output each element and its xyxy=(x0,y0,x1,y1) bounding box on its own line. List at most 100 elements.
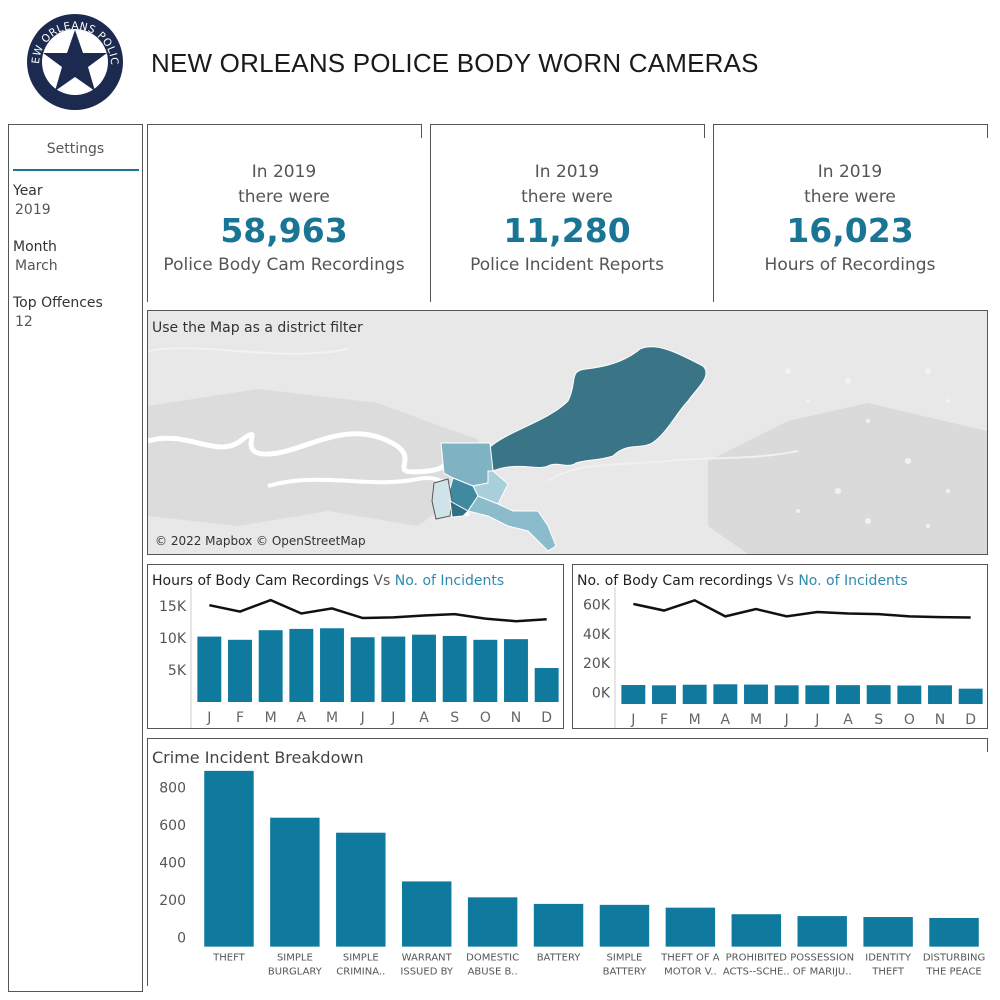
crime-breakdown-chart[interactable]: Crime Incident Breakdown 0 200 400 600 800 TH… xyxy=(147,738,988,986)
x-tick-label: J xyxy=(390,710,395,726)
bar xyxy=(731,914,782,947)
x-tick-label: DISTURBING THE PEACE xyxy=(923,953,985,978)
bar xyxy=(897,685,922,704)
bar xyxy=(350,637,375,702)
y-tick-label: 0K xyxy=(592,685,611,701)
kpi-value: 11,280 xyxy=(503,211,631,250)
map-attribution[interactable]: © 2022 Mapbox © OpenStreetMap xyxy=(155,534,366,548)
bar xyxy=(652,685,676,704)
kpi-line2: there were xyxy=(804,187,896,207)
kpi-divider xyxy=(713,124,988,302)
bar xyxy=(473,639,498,702)
filter-year-value[interactable]: 2019 xyxy=(15,202,51,218)
chart-plot: 0K 20K 40K 60K J F M A M J J A S O N D xyxy=(583,587,983,728)
bar xyxy=(805,685,830,704)
bar xyxy=(320,628,344,702)
filter-top-offences[interactable]: Top Offences 12 xyxy=(13,295,103,330)
x-tick-label: SIMPLE CRIMINA.. xyxy=(336,953,385,978)
bar xyxy=(412,634,436,702)
bar xyxy=(504,639,528,702)
bar xyxy=(744,684,768,704)
kpi-incident-reports: In 2019 there were 11,280 Police Inciden… xyxy=(433,160,701,278)
bar xyxy=(928,685,952,704)
x-tick-label: N xyxy=(511,710,521,726)
bar xyxy=(929,917,979,947)
x-tick-label: J xyxy=(784,712,789,728)
filter-month[interactable]: Month March xyxy=(13,239,58,274)
bar xyxy=(270,817,320,947)
map-panel[interactable]: Use the Map as a district filter © 2022 … xyxy=(147,310,988,555)
bar xyxy=(228,639,252,702)
kpi-hours: In 2019 there were 16,023 Hours of Recor… xyxy=(716,160,984,278)
district-map[interactable] xyxy=(148,311,987,554)
settings-heading: Settings xyxy=(46,141,105,157)
hours-vs-incidents-chart[interactable]: Hours of Body Cam Recordings Vs No. of I… xyxy=(147,564,564,729)
chart-title-accent: No. of Incidents xyxy=(394,573,505,589)
kpi-line1: In 2019 xyxy=(817,162,883,182)
chart-title-accent: No. of Incidents xyxy=(798,573,908,589)
bar xyxy=(533,903,584,947)
x-tick-label: D xyxy=(541,710,552,726)
kpi-line2: there were xyxy=(521,187,613,207)
x-tick-label: SIMPLE BATTERY xyxy=(603,953,648,978)
bar xyxy=(467,897,518,947)
kpi-divider xyxy=(704,124,705,138)
district-shapes[interactable] xyxy=(431,346,707,552)
y-tick-label: 0 xyxy=(177,931,186,947)
y-tick-label: 400 xyxy=(159,856,186,872)
filter-year[interactable]: Year 2019 xyxy=(13,183,51,218)
x-tick-label: M xyxy=(750,712,762,728)
y-tick-label: 20K xyxy=(583,656,611,672)
x-tick-label: S xyxy=(450,710,459,726)
kpi-divider xyxy=(430,124,705,302)
bar xyxy=(958,688,983,704)
y-tick-label: 200 xyxy=(159,893,186,909)
y-tick-label: 60K xyxy=(583,598,611,614)
chart-plot: 0 200 400 600 800 THEFT SIMPLE BURGLARY SIMPLE CR… xyxy=(159,770,985,978)
x-tick-label: J xyxy=(360,710,365,726)
bar xyxy=(863,917,913,947)
series-line xyxy=(633,598,971,619)
filter-month-value[interactable]: March xyxy=(15,258,58,274)
recordings-vs-incidents-chart[interactable]: No. of Body Cam recordings Vs No. of Inc… xyxy=(572,564,988,729)
kpi-value: 16,023 xyxy=(786,211,914,250)
x-tick-label: M xyxy=(689,712,701,728)
series-line xyxy=(209,598,547,623)
x-tick-label: M xyxy=(326,710,338,726)
x-tick-label: D xyxy=(965,712,976,728)
bar xyxy=(836,685,860,704)
kpi-caption: Police Incident Reports xyxy=(470,255,664,275)
chart-title-vs: Vs xyxy=(777,573,794,589)
chart-title-main: Hours of Body Cam Recordings xyxy=(152,573,369,589)
y-tick-label: 5K xyxy=(168,663,187,679)
y-tick-label: 15K xyxy=(159,599,187,615)
x-tick-label: S xyxy=(874,712,883,728)
x-tick-label: DOMESTIC ABUSE B.. xyxy=(466,953,519,978)
bar xyxy=(336,832,386,947)
x-tick-label: N xyxy=(935,712,945,728)
chart-title-main: No. of Body Cam recordings xyxy=(577,573,773,589)
y-tick-label: 600 xyxy=(159,818,186,834)
x-tick-label: THEFT OF A MOTOR V.. xyxy=(660,953,720,978)
bar xyxy=(599,904,650,947)
x-tick-label: M xyxy=(265,710,277,726)
chart-title: Hours of Body Cam Recordings Vs No. of I… xyxy=(152,573,504,589)
bar xyxy=(665,907,716,947)
filter-month-label: Month xyxy=(13,239,57,255)
bar xyxy=(621,685,646,704)
y-tick-label: 10K xyxy=(159,631,187,647)
x-tick-label: A xyxy=(843,712,853,728)
kpi-caption: Police Body Cam Recordings xyxy=(163,255,405,275)
kpi-divider xyxy=(421,124,422,138)
filter-top-offences-value[interactable]: 12 xyxy=(15,314,33,330)
bar xyxy=(866,685,891,704)
chart-title-vs: Vs xyxy=(373,573,391,589)
y-tick-label: 40K xyxy=(583,627,611,643)
x-tick-label: IDENTITY THEFT xyxy=(865,953,912,978)
kpi-recordings: In 2019 there were 58,963 Police Body Ca… xyxy=(150,160,418,278)
x-tick-label: J xyxy=(206,710,211,726)
x-tick-label: J xyxy=(630,712,635,728)
kpi-divider xyxy=(987,124,988,138)
x-tick-label: O xyxy=(480,710,491,726)
kpi-line1: In 2019 xyxy=(534,162,600,182)
